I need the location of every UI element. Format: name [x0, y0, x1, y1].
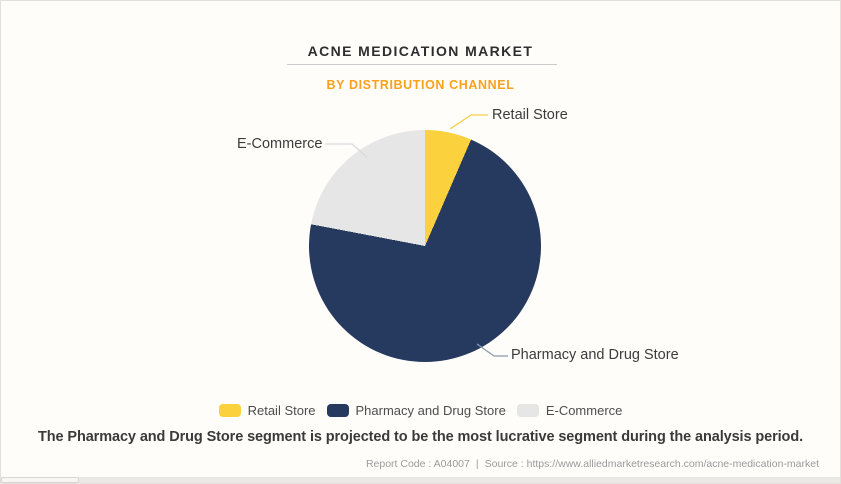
footer-separator: |: [475, 458, 479, 470]
footer: Report Code : A04007 | Source : https://ww…: [1, 458, 840, 470]
legend-label: Pharmacy and Drug Store: [355, 403, 506, 418]
source-url: Source : https://www.alliedmarketresearc…: [484, 458, 819, 470]
horizontal-scrollbar[interactable]: [1, 477, 840, 483]
scrollbar-thumb[interactable]: [1, 477, 79, 483]
title-divider: [287, 64, 557, 65]
legend-item-pharmacy-and-drug-store[interactable]: Pharmacy and Drug Store: [326, 403, 506, 418]
slice-label-retail-store: Retail Store: [492, 107, 568, 123]
slice-label-pharmacy-and-drug-store: Pharmacy and Drug Store: [511, 347, 679, 363]
legend: Retail Store Pharmacy and Drug Store E-C…: [1, 403, 840, 418]
chart-title: ACNE MEDICATION MARKET: [307, 43, 534, 59]
pie[interactable]: [309, 130, 541, 362]
e-commerce-swatch: [516, 404, 539, 417]
legend-label: Retail Store: [247, 403, 316, 418]
pharmacy-swatch: [326, 404, 349, 417]
legend-label: E-Commerce: [545, 403, 623, 418]
retail-store-swatch: [218, 404, 241, 417]
legend-item-e-commerce[interactable]: E-Commerce: [516, 403, 623, 418]
legend-item-retail-store[interactable]: Retail Store: [218, 403, 316, 418]
report-code: Report Code : A04007: [365, 458, 470, 470]
insight-text: The Pharmacy and Drug Store segment is p…: [37, 429, 804, 445]
chart-subtitle: BY DISTRIBUTION CHANNEL: [326, 78, 515, 92]
retail-store-leader-line: [449, 114, 488, 130]
slice-label-e-commerce: E-Commerce: [237, 136, 323, 152]
